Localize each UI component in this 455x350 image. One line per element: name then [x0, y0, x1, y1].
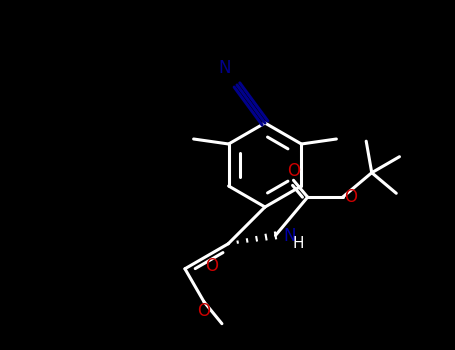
Text: O: O	[197, 302, 210, 320]
Text: O: O	[206, 257, 218, 275]
Text: N: N	[218, 59, 231, 77]
Text: H: H	[293, 236, 304, 251]
Text: O: O	[344, 188, 357, 206]
Text: O: O	[287, 162, 300, 180]
Text: N: N	[283, 228, 296, 245]
